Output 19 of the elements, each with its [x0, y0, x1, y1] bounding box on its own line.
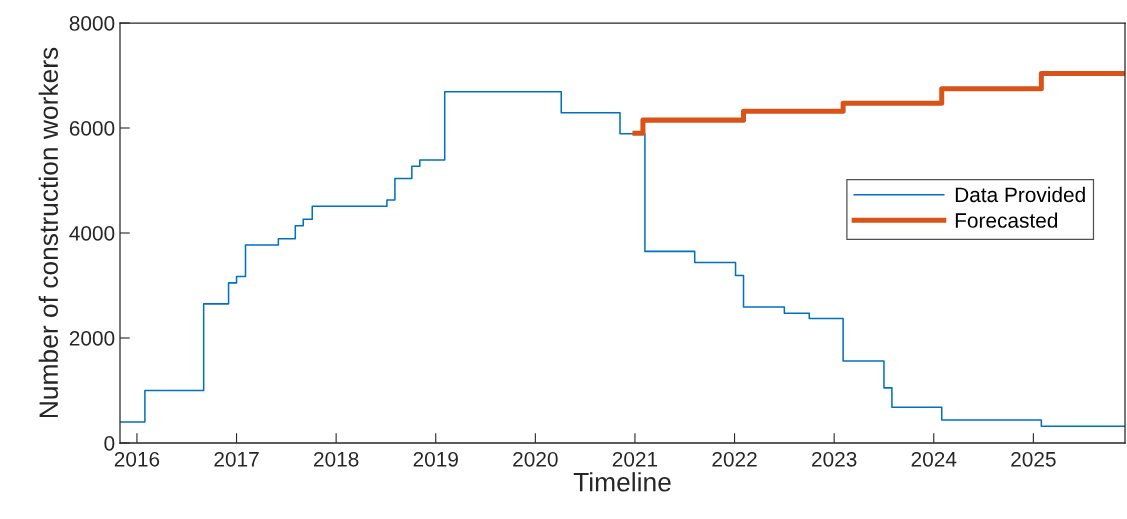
x-tick-label: 2024: [911, 451, 957, 467]
y-tick-label: 8000: [69, 16, 115, 31]
y-tick-label: 0: [104, 436, 115, 451]
x-tick-label: 2020: [513, 451, 558, 467]
x-tick-label: 2021: [612, 451, 658, 467]
x-tick-label: 2018: [314, 451, 359, 467]
x-tick-label: 2025: [1011, 451, 1056, 467]
y-tick-label: 4000: [69, 226, 115, 241]
y-axis-title: Number of construction workers: [38, 47, 59, 418]
x-tick-label: 2023: [812, 451, 857, 467]
legend-label: Data Provided: [955, 186, 1085, 203]
legend-label: Forecasted: [955, 212, 1058, 228]
x-tick-label: 2016: [114, 451, 160, 467]
x-axis-title: Timeline: [573, 472, 671, 492]
x-tick-label: 2022: [712, 451, 757, 467]
x-tick-label: 2019: [413, 451, 458, 467]
y-tick-label: 6000: [69, 121, 115, 136]
y-tick-label: 2000: [69, 331, 115, 346]
x-tick-label: 2017: [214, 451, 259, 467]
